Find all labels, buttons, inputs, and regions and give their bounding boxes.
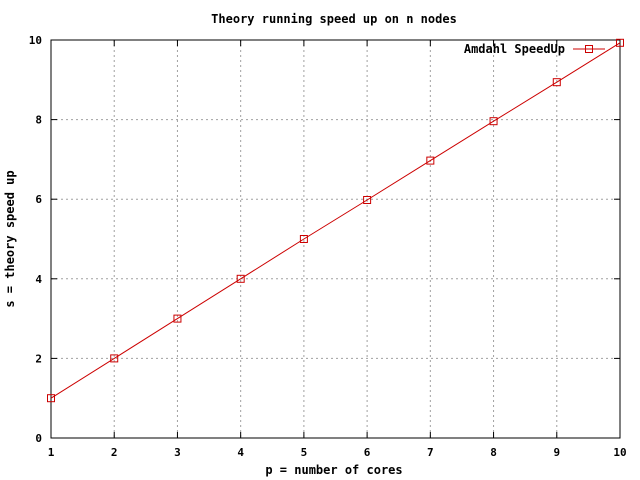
- data-point: [616, 38, 624, 47]
- data-point: [110, 354, 119, 363]
- legend-label: Amdahl SpeedUp: [464, 42, 565, 56]
- data-point: [236, 274, 245, 283]
- y-tick-label: 0: [35, 432, 42, 445]
- data-point: [552, 78, 561, 87]
- series-layer: [47, 38, 624, 403]
- data-point: [426, 156, 435, 165]
- chart-title: Theory running speed up on n nodes: [211, 12, 457, 26]
- y-axis: 0 2 4 6 8 10: [29, 34, 620, 445]
- y-tick-label: 8: [35, 114, 42, 127]
- x-tick-label: 10: [613, 446, 626, 459]
- legend-marker: [585, 45, 593, 53]
- x-tick-label: 2: [111, 446, 118, 459]
- x-axis-label: p = number of cores: [265, 463, 402, 477]
- x-tick-label: 1: [48, 446, 55, 459]
- data-point: [173, 314, 182, 323]
- data-point: [363, 195, 372, 204]
- series-line: [50, 42, 621, 399]
- data-point: [299, 235, 308, 243]
- x-tick-label: 7: [427, 446, 434, 459]
- data-point: [47, 394, 55, 403]
- x-tick-label: 6: [364, 446, 371, 459]
- y-tick-label: 2: [35, 352, 42, 365]
- x-tick-label: 5: [301, 446, 308, 459]
- x-axis: 1 2 3 4 5 6 7 8 9 10: [48, 40, 627, 459]
- y-axis-label: s = theory speed up: [3, 170, 17, 307]
- grid: [51, 40, 620, 438]
- y-tick-label: 6: [35, 193, 42, 206]
- y-tick-label: 4: [35, 273, 42, 286]
- x-tick-label: 8: [490, 446, 497, 459]
- y-tick-label: 10: [29, 34, 42, 47]
- x-tick-label: 9: [553, 446, 560, 459]
- data-point: [489, 117, 498, 126]
- x-tick-label: 4: [237, 446, 244, 459]
- x-tick-label: 3: [174, 446, 181, 459]
- legend: Amdahl SpeedUp: [464, 42, 605, 56]
- plot-frame: [50, 39, 621, 439]
